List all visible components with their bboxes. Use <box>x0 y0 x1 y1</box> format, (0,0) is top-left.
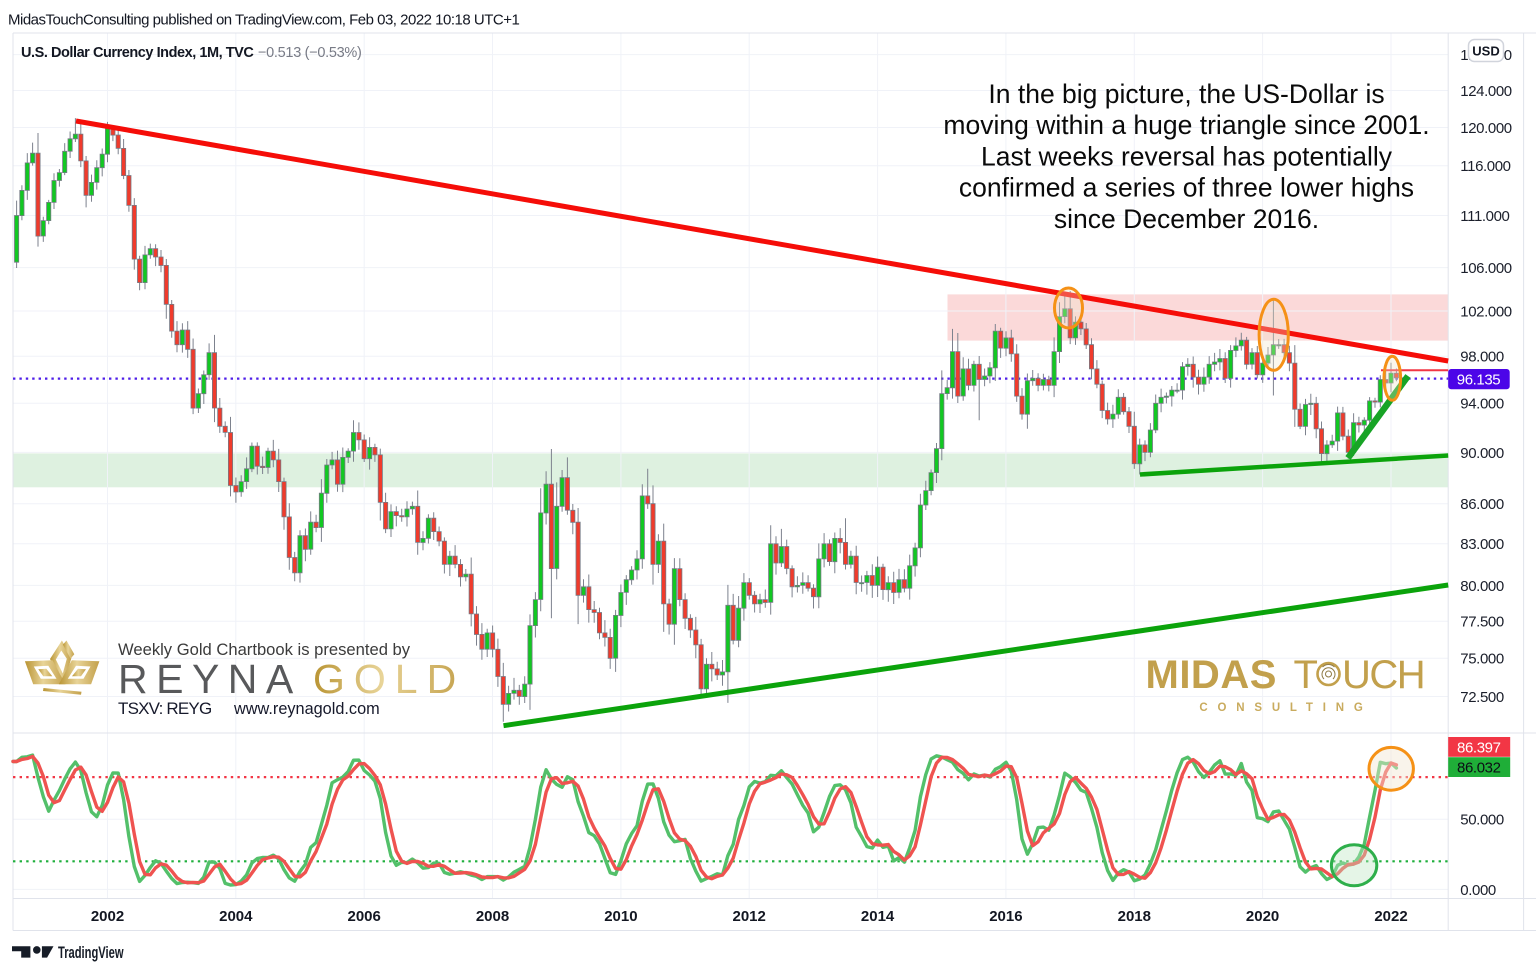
svg-text:2012: 2012 <box>733 908 766 925</box>
svg-text:2016: 2016 <box>989 908 1022 925</box>
svg-text:90.000: 90.000 <box>1460 445 1504 462</box>
svg-text:111.000: 111.000 <box>1460 208 1509 225</box>
svg-text:Weekly Gold Chartbook is prese: Weekly Gold Chartbook is presented by <box>118 640 411 659</box>
svg-text:2010: 2010 <box>604 908 637 925</box>
svg-text:2014: 2014 <box>861 908 895 925</box>
svg-text:77.500: 77.500 <box>1460 614 1504 631</box>
svg-text:2020: 2020 <box>1246 908 1279 925</box>
svg-text:U.S. Dollar Currency Index, 1M: U.S. Dollar Currency Index, 1M, TVC <box>21 45 254 61</box>
svg-text:UCH: UCH <box>1342 653 1424 697</box>
svg-text:83.000: 83.000 <box>1460 536 1504 553</box>
svg-text:50.000: 50.000 <box>1460 812 1504 829</box>
svg-text:0.000: 0.000 <box>1460 882 1496 899</box>
svg-text:96.135: 96.135 <box>1457 371 1501 388</box>
svg-text:moving within a huge triangle: moving within a huge triangle since 2001… <box>943 110 1429 140</box>
svg-text:75.000: 75.000 <box>1460 651 1504 668</box>
svg-text:TSXV: REYG: TSXV: REYG <box>118 699 211 718</box>
svg-text:www.reynagold.com: www.reynagold.com <box>233 700 380 718</box>
svg-text:USD: USD <box>1472 44 1499 59</box>
svg-text:124.000: 124.000 <box>1460 83 1511 100</box>
svg-text:120.000: 120.000 <box>1460 120 1511 137</box>
svg-text:2008: 2008 <box>476 908 509 925</box>
svg-text:2004: 2004 <box>219 908 253 925</box>
svg-text:102.000: 102.000 <box>1460 303 1511 320</box>
svg-text:TradingView: TradingView <box>58 943 124 962</box>
svg-text:GOLD: GOLD <box>313 656 465 702</box>
svg-text:In the big picture, the US-Dol: In the big picture, the US-Dollar is <box>988 79 1384 109</box>
svg-text:2006: 2006 <box>348 908 381 925</box>
svg-text:2022: 2022 <box>1374 908 1407 925</box>
svg-text:MIDAS: MIDAS <box>1146 653 1277 697</box>
svg-text:2018: 2018 <box>1118 908 1151 925</box>
svg-text:94.000: 94.000 <box>1460 396 1504 413</box>
svg-text:72.500: 72.500 <box>1460 689 1504 706</box>
svg-text:86.397: 86.397 <box>1457 739 1501 756</box>
svg-text:80.000: 80.000 <box>1460 578 1504 595</box>
svg-text:86.032: 86.032 <box>1457 760 1501 777</box>
svg-text:REYNA: REYNA <box>118 656 302 702</box>
svg-text:MidasTouchConsulting published: MidasTouchConsulting published on Tradin… <box>8 12 519 29</box>
svg-text:86.000: 86.000 <box>1460 496 1504 513</box>
svg-text:CONSULTING: CONSULTING <box>1199 702 1372 714</box>
svg-text:2002: 2002 <box>91 908 124 925</box>
svg-text:98.000: 98.000 <box>1460 349 1504 366</box>
svg-text:Last weeks reversal has potent: Last weeks reversal has potentially <box>981 141 1393 171</box>
svg-text:106.000: 106.000 <box>1460 260 1511 277</box>
svg-text:since December 2016.: since December 2016. <box>1054 204 1319 234</box>
svg-text:T: T <box>1294 653 1318 697</box>
svg-text:−0.513 (−0.53%): −0.513 (−0.53%) <box>258 45 362 61</box>
svg-text:116.000: 116.000 <box>1460 158 1510 175</box>
svg-text:confirmed a series of three lo: confirmed a series of three lower highs <box>959 173 1414 203</box>
